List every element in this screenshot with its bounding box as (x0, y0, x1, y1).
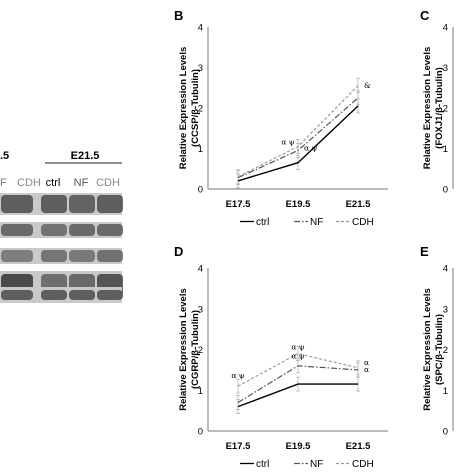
western-blot: .5 E21.5 F CDH ctrl NF CDH (0, 150, 123, 303)
y-tick-label: 3 (198, 63, 203, 74)
significance-annotation: α ψ (304, 144, 317, 153)
y-tick-label: 3 (198, 304, 203, 315)
y-tick-label: 4 (198, 264, 203, 275)
y-tick-label: 4 (443, 264, 448, 275)
x-tick-label: E21.5 (346, 199, 372, 210)
y-tick-label: 0 (443, 427, 448, 438)
legend-label-cdh: CDH (352, 459, 374, 470)
blot-band (1, 290, 33, 300)
x-tick-label: E17.5 (226, 441, 252, 452)
blot-band (69, 224, 95, 236)
y-tick-label: 2 (198, 345, 203, 356)
blot-group-label-partial: .5 (0, 150, 9, 162)
y-axis-label: Relative Expression Levels (422, 288, 433, 411)
y-tick-label: 1 (198, 386, 203, 397)
x-tick-label: E19.5 (286, 441, 312, 452)
blot-lane-label: CDH (96, 177, 120, 189)
blot-lane-label: CDH (17, 177, 41, 189)
x-tick-label: E19.5 (286, 199, 312, 210)
panel-letter: B (174, 8, 183, 23)
blot-band (69, 250, 95, 262)
y-axis-label: Relative Expression Levels (178, 288, 189, 411)
blot-lane-label: ctrl (46, 177, 61, 189)
series-line-nf (237, 365, 359, 404)
y-axis-label-secondary: (CCSP/β-Tubulin) (190, 69, 201, 147)
blot-band (41, 290, 67, 300)
y-tick-label: 2 (443, 345, 448, 356)
y-axis-label-secondary: (CGRP/β-Tubulin) (190, 310, 201, 389)
series-line-ctrl (237, 383, 358, 408)
legend: ctrl NF CDH (240, 459, 374, 470)
y-tick-label: 0 (443, 185, 448, 196)
blot-band (1, 195, 33, 213)
y-tick-label: 0 (198, 427, 203, 438)
y-tick-label: 1 (443, 386, 448, 397)
blot-lane-label: F (0, 177, 7, 189)
significance-annotation: α (364, 358, 369, 367)
series-line-ctrl (237, 105, 359, 182)
legend-label-nf: NF (310, 459, 323, 470)
blot-band (1, 224, 33, 236)
significance-annotation: α (364, 365, 369, 374)
y-tick-label: 2 (443, 104, 448, 115)
legend-label-nf: NF (310, 217, 323, 228)
y-tick-label: 1 (198, 144, 203, 155)
y-tick-label: 4 (443, 23, 448, 34)
panel-letter: C (420, 8, 430, 23)
y-axis-label-secondary: (SPC/β-Tubulin) (434, 314, 445, 385)
blot-lane-label: NF (74, 177, 89, 189)
legend: ctrl NF CDH (240, 217, 374, 228)
panel-d-chart: D 0 1 2 3 4 Relative Expression Levels (CGRP/β-… (174, 244, 388, 470)
blot-band (97, 195, 123, 213)
blot-band (41, 195, 67, 213)
panel-c-chart: C 0 1 2 3 4 Relative Expression Levels (FOXJ1/β… (420, 8, 454, 196)
significance-annotation: α ψ (281, 137, 294, 146)
blot-group-label: E21.5 (71, 150, 100, 162)
significance-annotation: α ψ (231, 371, 244, 380)
blot-band (69, 290, 95, 300)
y-tick-label: 3 (443, 63, 448, 74)
x-tick-label: E17.5 (226, 199, 252, 210)
y-tick-label: 0 (198, 185, 203, 196)
legend-label-cdh: CDH (352, 217, 374, 228)
y-axis-label: Relative Expression Levels (178, 47, 189, 170)
significance-annotation: & (364, 81, 371, 90)
series-line-cdh (237, 352, 359, 387)
significance-annotation: α ψ (291, 351, 304, 360)
legend-label-ctrl: ctrl (256, 459, 269, 470)
panel-letter: E (420, 244, 429, 259)
legend-label-ctrl: ctrl (256, 217, 269, 228)
blot-band (41, 224, 67, 236)
blot-band (41, 250, 67, 262)
blot-band (97, 250, 123, 262)
y-tick-label: 4 (198, 23, 203, 34)
series-line-cdh (237, 85, 359, 178)
panel-letter: D (174, 244, 183, 259)
series-line-nf (237, 97, 359, 179)
y-tick-label: 1 (443, 144, 448, 155)
blot-band (97, 290, 123, 300)
x-tick-label: E21.5 (346, 441, 372, 452)
blot-band (69, 195, 95, 213)
blot-band (1, 250, 33, 262)
blot-band (97, 224, 123, 236)
panel-b-chart: B 0 1 2 3 4 Relative Expression Levels (CCSP/β-… (174, 8, 388, 228)
y-axis-label: Relative Expression Levels (422, 47, 433, 170)
y-tick-label: 2 (198, 104, 203, 115)
panel-e-chart: E 0 1 2 3 4 Relative Expression Levels (SPC/β-T… (420, 244, 454, 438)
y-axis-label-secondary: (FOXJ1/β-Tubulin) (434, 67, 445, 149)
y-tick-label: 3 (443, 304, 448, 315)
significance-annotation: α ψ (291, 343, 304, 352)
